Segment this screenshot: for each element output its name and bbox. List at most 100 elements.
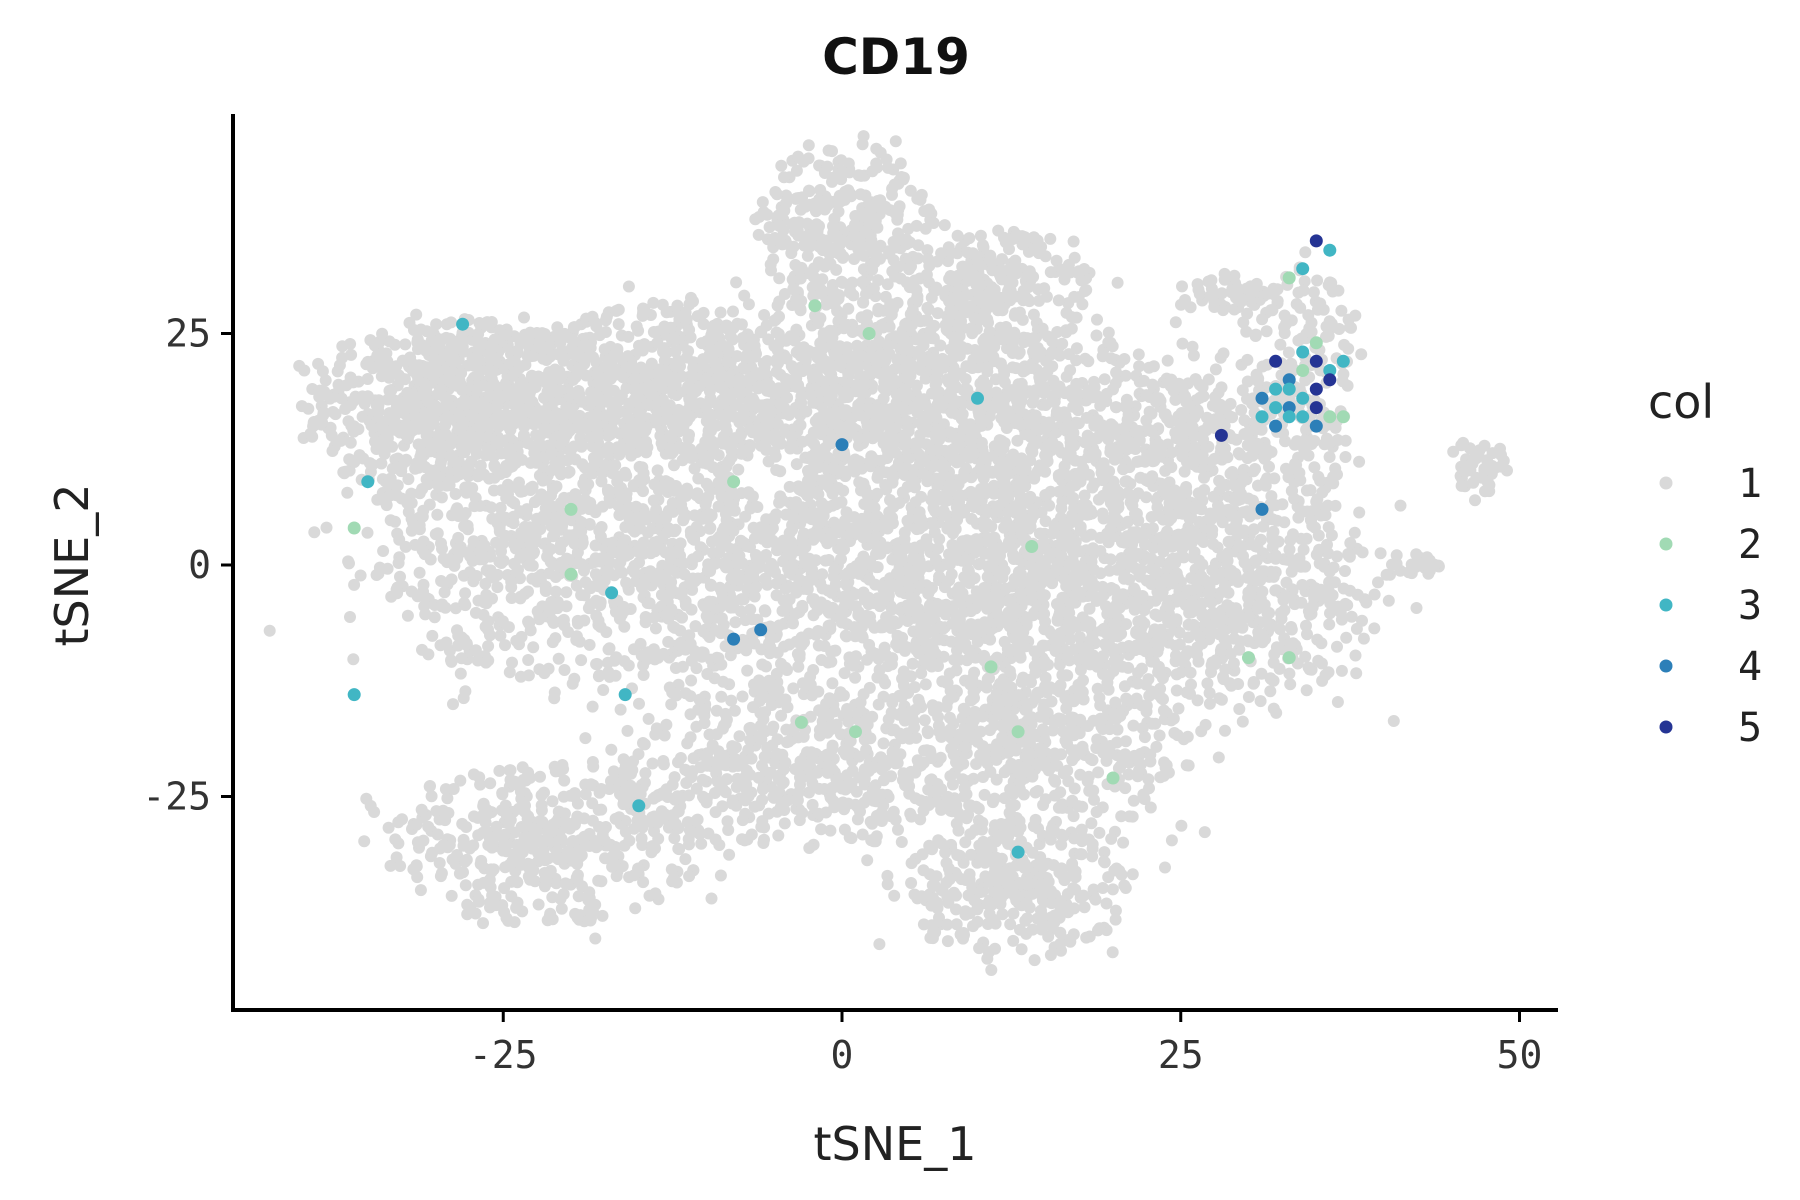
background-point — [1353, 455, 1366, 468]
background-point — [813, 195, 825, 208]
background-point — [637, 426, 650, 439]
background-point — [1219, 442, 1231, 455]
background-point — [1090, 329, 1103, 342]
background-point — [388, 423, 401, 436]
background-point — [477, 608, 490, 621]
background-point — [1188, 430, 1201, 442]
background-point — [550, 408, 563, 420]
background-point — [703, 427, 716, 440]
background-point — [486, 512, 499, 525]
background-point — [404, 351, 417, 364]
background-point — [574, 392, 587, 405]
background-point — [339, 465, 352, 478]
background-point — [1105, 352, 1117, 365]
background-point — [513, 361, 526, 374]
background-point — [793, 229, 806, 242]
background-point — [1065, 311, 1078, 324]
background-point — [552, 598, 565, 611]
background-point — [415, 323, 427, 336]
background-point — [471, 470, 484, 483]
background-point — [492, 420, 505, 433]
background-point — [597, 684, 610, 696]
background-point — [1186, 340, 1199, 353]
background-point — [1089, 447, 1102, 460]
background-point — [1251, 437, 1264, 450]
background-point — [968, 312, 981, 324]
background-point — [779, 373, 792, 386]
background-point — [773, 272, 786, 285]
background-point — [854, 379, 866, 392]
background-point — [756, 196, 769, 209]
background-point — [1188, 411, 1201, 424]
background-point — [534, 438, 547, 451]
background-point — [673, 412, 686, 425]
background-point — [435, 491, 448, 504]
background-point — [628, 362, 641, 375]
background-point — [494, 392, 507, 405]
background-point — [863, 217, 876, 230]
background-point — [506, 656, 518, 669]
background-point — [657, 345, 669, 358]
background-point — [826, 145, 838, 158]
background-point — [409, 410, 421, 423]
background-point — [945, 385, 957, 398]
background-point — [527, 641, 540, 654]
background-point — [316, 365, 329, 378]
background-point — [930, 431, 943, 444]
background-point — [786, 218, 799, 231]
background-point — [545, 464, 558, 477]
background-point — [431, 508, 444, 521]
background-point — [711, 533, 724, 546]
background-point — [664, 442, 677, 455]
background-point — [468, 500, 481, 513]
background-point — [945, 247, 958, 260]
background-point — [506, 457, 519, 470]
background-point — [908, 274, 921, 287]
background-point — [342, 415, 355, 428]
background-point — [1145, 425, 1158, 438]
background-point — [457, 545, 469, 558]
background-point — [994, 327, 1007, 340]
background-point — [1208, 452, 1221, 465]
background-point — [507, 369, 520, 382]
background-point — [440, 479, 453, 492]
background-point — [922, 253, 934, 265]
background-point — [900, 238, 913, 251]
background-point — [602, 429, 615, 442]
background-point — [677, 512, 690, 525]
background-point — [742, 298, 755, 311]
background-point — [787, 240, 800, 253]
background-point — [836, 166, 849, 178]
background-point — [816, 342, 829, 355]
background-point — [1241, 452, 1254, 465]
background-point — [721, 355, 734, 368]
background-point — [850, 220, 863, 233]
background-point — [620, 487, 633, 500]
background-point — [361, 355, 374, 368]
background-point — [522, 654, 535, 666]
background-point — [430, 318, 443, 331]
background-point — [410, 308, 423, 321]
background-point — [966, 247, 979, 260]
background-point — [722, 343, 735, 356]
background-point — [524, 326, 537, 339]
background-point — [445, 316, 458, 329]
background-point — [344, 371, 357, 384]
background-point — [787, 330, 800, 343]
background-point — [851, 339, 863, 352]
background-point — [1078, 263, 1091, 275]
background-point — [974, 279, 987, 291]
background-point — [832, 205, 845, 218]
background-point — [331, 365, 344, 378]
background-point — [618, 655, 631, 668]
background-point — [552, 652, 565, 665]
background-point — [553, 365, 566, 378]
background-point — [539, 585, 552, 597]
background-point — [881, 278, 894, 291]
background-point — [624, 511, 637, 524]
background-point — [708, 355, 721, 368]
background-point — [1010, 267, 1023, 280]
background-point — [687, 362, 700, 374]
background-point — [1327, 477, 1340, 490]
